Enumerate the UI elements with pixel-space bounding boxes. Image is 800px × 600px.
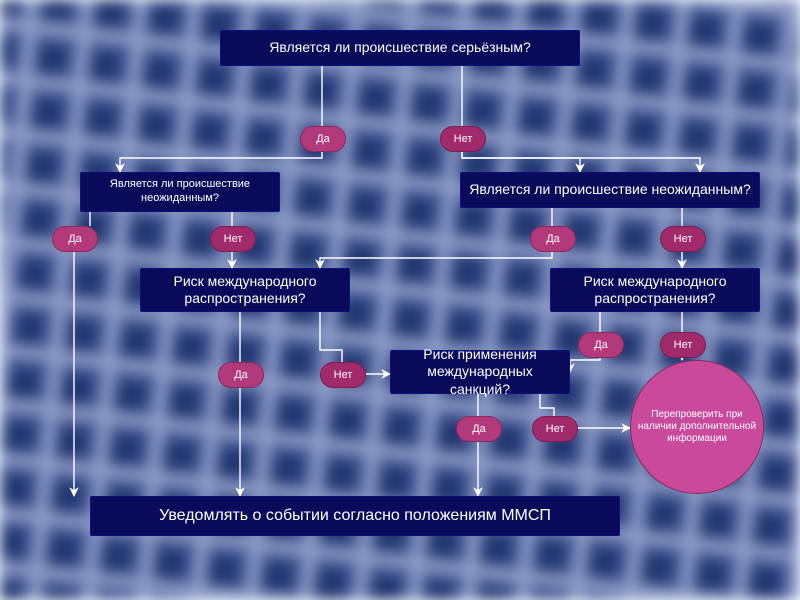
decision-box: Риск применения международных санкций? — [390, 350, 570, 394]
no-pill: Нет — [660, 226, 706, 252]
yes-pill: Да — [530, 226, 576, 252]
decision-box: Является ли происшествие неожиданным? — [80, 172, 280, 212]
decision-box: Является ли происшествие серьёзным? — [220, 30, 580, 66]
yes-pill: Да — [456, 416, 502, 442]
no-pill: Нет — [210, 226, 256, 252]
yes-pill: Да — [578, 332, 624, 358]
no-pill: Нет — [532, 416, 578, 442]
yes-pill: Да — [300, 126, 346, 152]
no-pill: Нет — [660, 332, 706, 358]
edge — [320, 250, 552, 268]
decision-box: Является ли происшествие неожиданным? — [460, 172, 760, 208]
no-pill: Нет — [440, 126, 486, 152]
decision-box: Риск международного распространения? — [140, 268, 350, 312]
yes-pill: Да — [218, 362, 264, 388]
edge — [570, 356, 600, 372]
decision-box: Риск международного распространения? — [550, 268, 760, 312]
edge — [462, 150, 580, 172]
no-pill: Нет — [320, 362, 366, 388]
flowchart-stage: Является ли происшествие серьёзным? Да Нет… — [0, 0, 800, 600]
decision-box: Уведомлять о событии согласно положениям… — [90, 496, 620, 536]
edge — [120, 150, 322, 172]
edge — [320, 312, 342, 362]
recheck-circle: Перепроверить при наличии дополнительной… — [630, 360, 764, 494]
edge — [462, 150, 700, 172]
yes-pill: Да — [52, 226, 98, 252]
